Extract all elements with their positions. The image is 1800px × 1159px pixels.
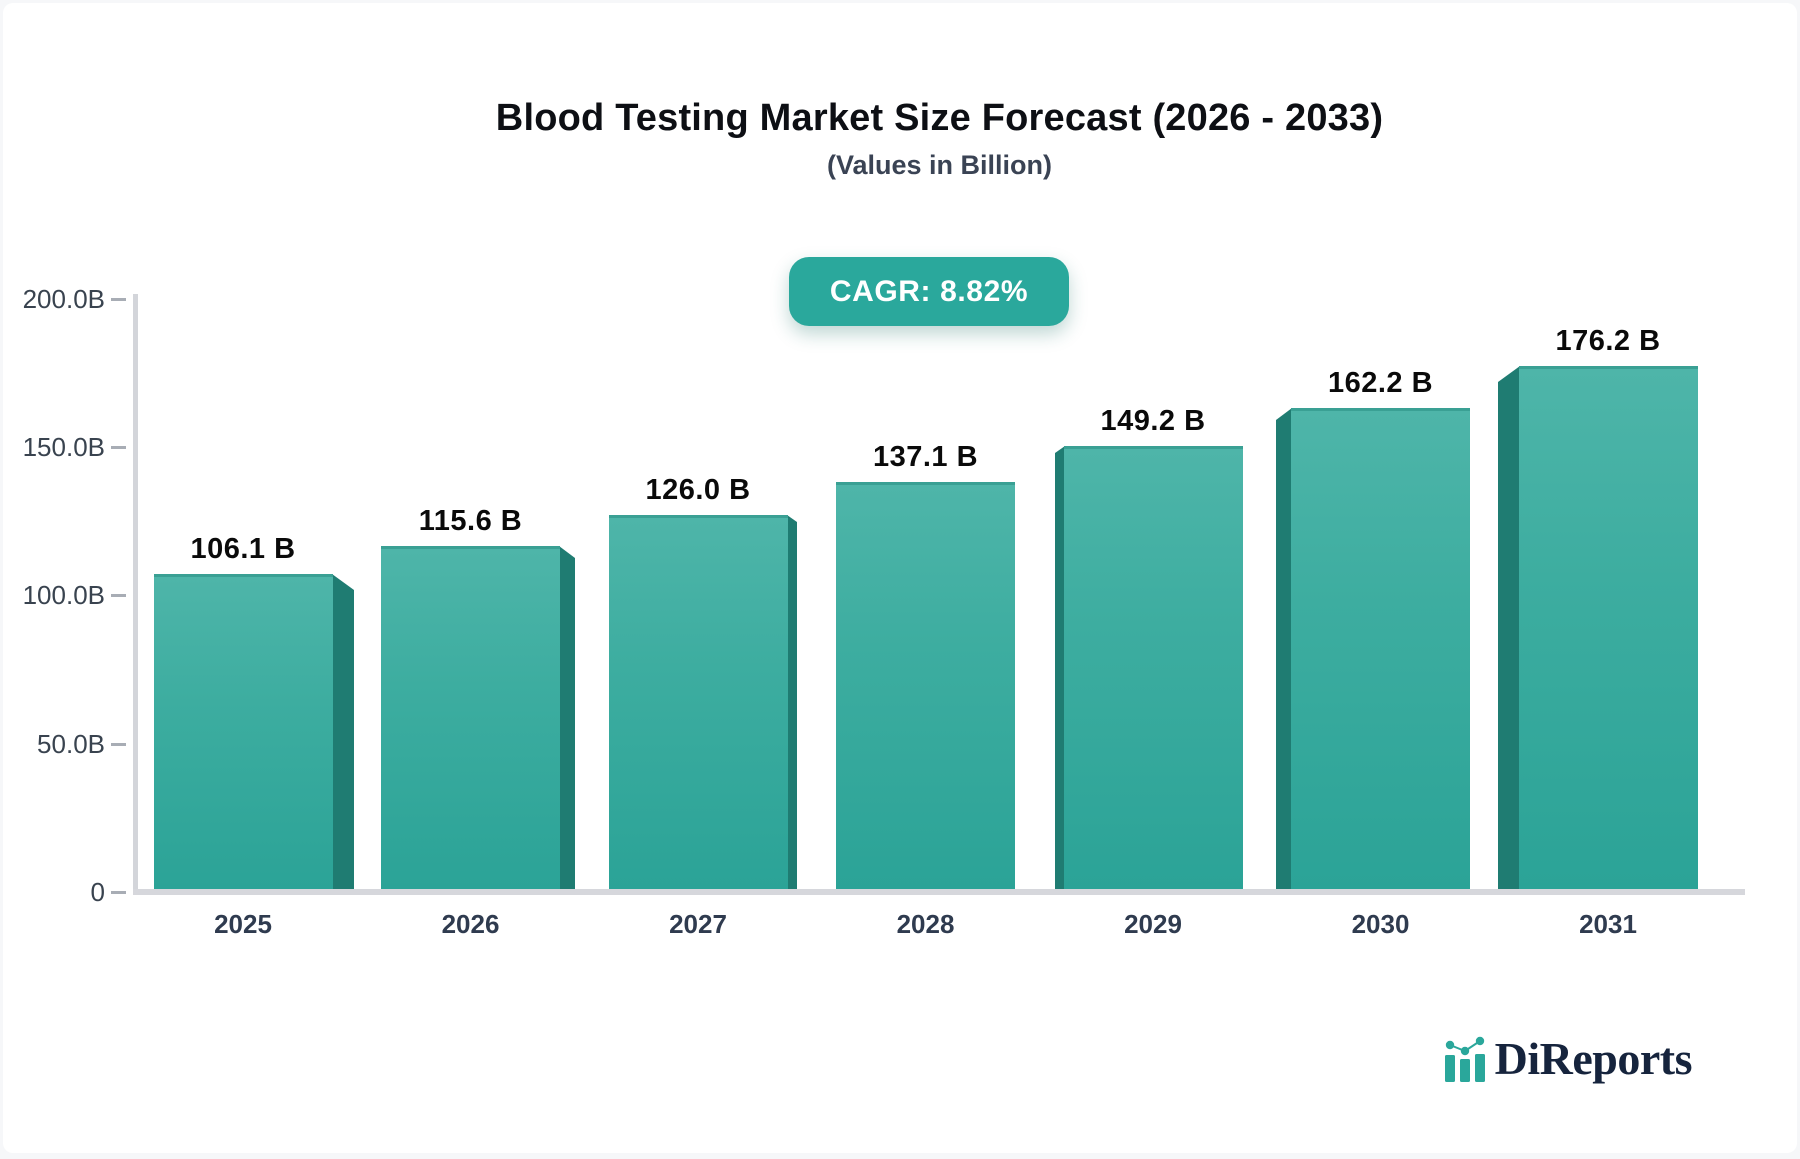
logo-text: DiReports: [1494, 1033, 1693, 1084]
bar-value-label-2029: 149.2 B: [1100, 405, 1206, 437]
y-axis-tick-mark: [111, 445, 126, 449]
y-axis-tick-mark: [111, 594, 126, 598]
bar-2026: [381, 546, 560, 889]
y-axis-tick-mark: [111, 891, 126, 894]
bar-value-label-2027: 126.0 B: [645, 474, 751, 506]
bar-side-face-2026: [559, 546, 575, 889]
bar-2028: [836, 482, 1015, 889]
bar-side-face-2025: [332, 574, 354, 889]
bar-value-label-2025: 106.1 B: [190, 533, 296, 565]
bar-value-label-2026: 115.6 B: [418, 505, 523, 537]
bar-2029: [1064, 446, 1243, 889]
bar-2030: [1291, 408, 1470, 889]
y-axis-tick-mark: [111, 297, 126, 301]
x-axis-label-2030: 2030: [1351, 909, 1410, 939]
bar-chart-plot-area: 0 50.0B 100.0B 150.0B 200.0B 106.1 B 2025 115.6…: [3, 3, 1800, 1159]
bar-value-label-2028: 137.1 B: [872, 441, 979, 473]
x-axis-baseline: [133, 889, 1745, 895]
bar-2025: [154, 574, 333, 889]
chart-card: Blood Testing Market Size Forecast (2026…: [3, 3, 1797, 1153]
bar-2031: [1519, 366, 1698, 889]
bar-2027: [609, 515, 788, 889]
y-axis-tick-label: 150.0B: [22, 431, 105, 462]
cagr-badge: CAGR: 8.82%: [789, 257, 1069, 326]
x-axis-label-2027: 2027: [669, 909, 727, 939]
chart-subtitle: (Values in Billion): [826, 150, 1053, 180]
y-axis-tick-label: 100.0B: [22, 580, 105, 611]
y-axis-tick-mark: [111, 742, 126, 746]
y-axis-tick-label: 50.0B: [37, 728, 105, 759]
x-axis-label-2029: 2029: [1124, 909, 1182, 939]
x-axis-label-2025: 2025: [214, 909, 272, 939]
bar-value-label-2030: 162.2 B: [1327, 367, 1434, 399]
bar-value-label-2031: 176.2 B: [1555, 325, 1661, 357]
x-axis-label-2026: 2026: [441, 909, 500, 939]
bar-side-face-2031: [1498, 366, 1520, 889]
direports-logo: DiReports: [1442, 1033, 1693, 1085]
y-axis-line: [133, 294, 138, 895]
cagr-badge-label: CAGR: 8.82%: [829, 274, 1029, 308]
bar-side-face-2029: [1055, 446, 1065, 889]
bar-side-face-2030: [1276, 408, 1292, 889]
chart-header: Blood Testing Market Size Forecast (2026…: [134, 3, 1745, 181]
bar-side-face-2027: [787, 515, 797, 889]
chart-title: Blood Testing Market Size Forecast (2026…: [495, 97, 1384, 139]
x-axis-label-2028: 2028: [896, 909, 955, 939]
y-axis-tick-label: 0: [90, 877, 105, 907]
y-axis-tick-label: 200.0B: [22, 283, 105, 314]
bar-chart-logo-icon: [1444, 1036, 1485, 1082]
x-axis-label-2031: 2031: [1579, 909, 1637, 939]
